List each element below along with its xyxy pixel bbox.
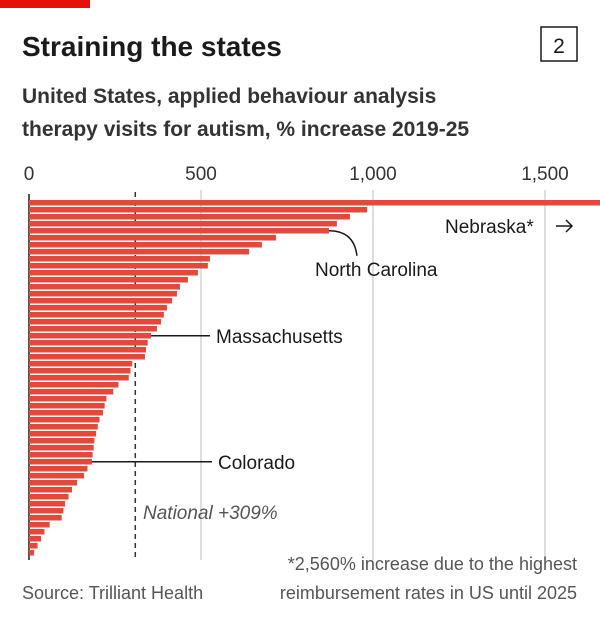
category-label: Colorado (218, 453, 295, 474)
category-label: Nebraska* (445, 217, 534, 238)
bar (29, 438, 95, 444)
bar (29, 473, 85, 479)
bar (29, 389, 114, 395)
bar (29, 445, 94, 451)
bar (29, 221, 337, 227)
bar (29, 228, 329, 234)
bar (29, 256, 210, 262)
x-tick-label: 1,500 (521, 164, 569, 185)
bar (29, 368, 131, 374)
bar (29, 459, 92, 465)
brand-tab (0, 0, 90, 8)
bar (29, 396, 107, 402)
bar (29, 326, 157, 332)
bar (29, 417, 100, 423)
bars (29, 200, 600, 556)
bar (29, 298, 173, 304)
bar (29, 543, 38, 549)
source: Source: Trilliant Health (22, 583, 203, 603)
bar (29, 536, 42, 542)
leader-line (328, 230, 358, 256)
bar (29, 494, 69, 500)
footnote: reimbursement rates in US until 2025 (280, 583, 577, 603)
bar (29, 291, 177, 297)
bar (29, 312, 164, 318)
bar (29, 529, 45, 535)
bar (29, 508, 64, 514)
bar (29, 284, 181, 290)
bar (29, 487, 72, 493)
bar (29, 277, 188, 283)
bar (29, 424, 98, 430)
badge: 2 (553, 35, 565, 58)
bar (29, 515, 62, 521)
bar (29, 403, 105, 409)
bar (29, 207, 368, 213)
bar (29, 410, 103, 416)
x-tick-label: 1,000 (349, 164, 397, 185)
bar (29, 340, 148, 346)
footnote: *2,560% increase due to the highest (288, 554, 577, 574)
bar (29, 200, 600, 206)
bar (29, 242, 262, 248)
category-label: North Carolina (315, 260, 438, 281)
subtitle: therapy visits for autism, % increase 20… (22, 118, 469, 141)
bar (29, 333, 152, 339)
x-tick-label: 0 (24, 164, 35, 185)
bar (29, 382, 119, 388)
bar (29, 431, 97, 437)
chart-title: Straining the states (22, 31, 282, 62)
category-label: Massachusetts (216, 327, 343, 348)
bar (29, 347, 146, 353)
bar (29, 263, 208, 269)
reference-label: National +309% (143, 503, 278, 524)
bar (29, 354, 145, 360)
bar (29, 501, 66, 507)
bar (29, 270, 198, 276)
subtitle: United States, applied behaviour analysi… (22, 85, 436, 108)
bar (29, 452, 93, 458)
bar (29, 522, 50, 528)
arrow (556, 219, 574, 233)
bar (29, 305, 167, 311)
x-tick-label: 500 (185, 164, 217, 185)
bar (29, 466, 88, 472)
annotations: National +309% Nebraska* North Carolina Mas… (91, 217, 574, 524)
bar (29, 480, 78, 486)
badge-box (540, 26, 578, 62)
bar (29, 550, 35, 556)
bar (29, 249, 250, 255)
bar (29, 319, 162, 325)
bar (29, 214, 350, 220)
bar (29, 375, 129, 381)
bar (29, 361, 133, 367)
bar (29, 235, 276, 241)
